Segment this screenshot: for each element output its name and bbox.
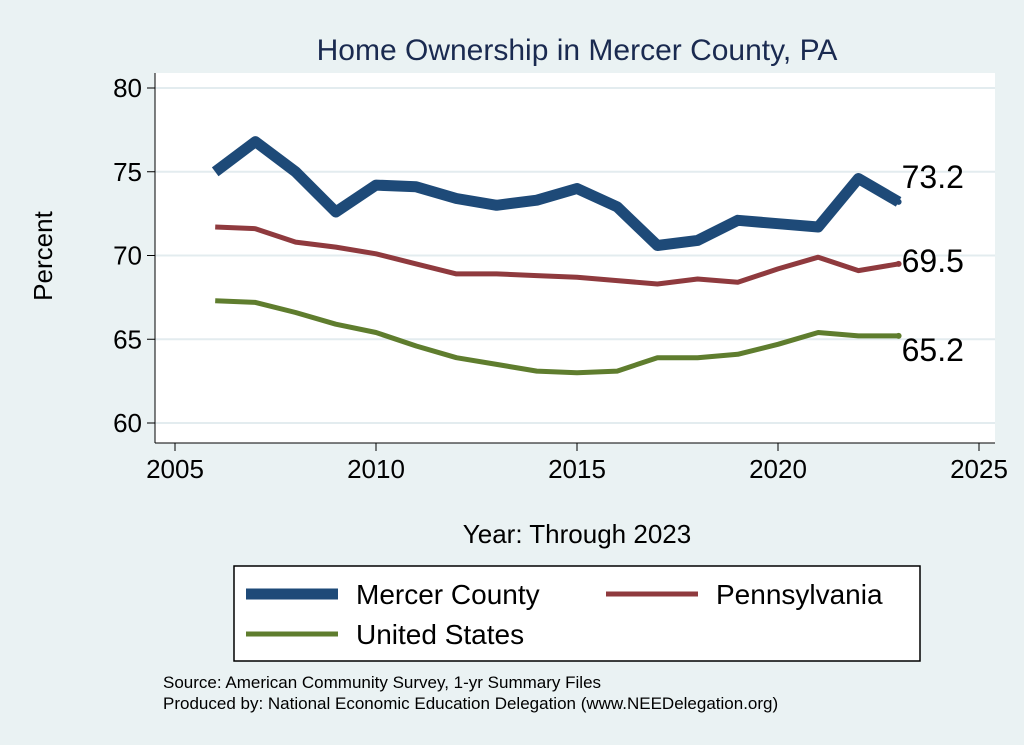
end-value-label: 65.2 bbox=[902, 332, 964, 368]
series-line-mercer-county bbox=[211, 136, 902, 251]
end-point bbox=[895, 332, 902, 339]
series-lines bbox=[211, 136, 902, 376]
end-value-label: 69.5 bbox=[902, 243, 964, 279]
y-tick-label: 70 bbox=[113, 241, 142, 271]
y-axis-title: Percent bbox=[28, 210, 58, 300]
y-tick-label: 75 bbox=[113, 157, 142, 187]
source-line: Source: American Community Survey, 1-yr … bbox=[163, 673, 601, 692]
plot-area bbox=[155, 73, 995, 443]
series-line-united-states bbox=[215, 298, 899, 376]
x-tick-label: 2025 bbox=[950, 454, 1008, 484]
legend-box bbox=[233, 565, 921, 662]
legend-label: United States bbox=[356, 619, 524, 650]
axes bbox=[147, 73, 995, 451]
end-value-label: 73.2 bbox=[902, 159, 964, 195]
x-tick-labels: 2005 2010 2015 2020 2025 bbox=[146, 454, 1008, 484]
end-point bbox=[895, 198, 902, 205]
x-axis-title: Year: Through 2023 bbox=[463, 519, 691, 549]
y-tick-label: 60 bbox=[113, 408, 142, 438]
x-tick-label: 2005 bbox=[146, 454, 204, 484]
legend-label: Pennsylvania bbox=[716, 579, 883, 610]
chart-title: Home Ownership in Mercer County, PA bbox=[317, 34, 838, 67]
producer-line: Produced by: National Economic Education… bbox=[163, 694, 778, 713]
y-tick-labels: 60 65 70 75 80 bbox=[113, 73, 142, 438]
legend: Mercer County Pennsylvania United States bbox=[246, 579, 883, 650]
y-tick-label: 80 bbox=[113, 73, 142, 103]
x-tick-label: 2010 bbox=[347, 454, 405, 484]
end-point bbox=[895, 260, 902, 267]
y-tick-label: 65 bbox=[113, 324, 142, 354]
series-line-pennsylvania bbox=[215, 224, 900, 287]
end-labels: 73.2 69.5 65.2 bbox=[902, 159, 964, 368]
x-tick-label: 2020 bbox=[749, 454, 807, 484]
x-tick-label: 2015 bbox=[548, 454, 606, 484]
legend-label: Mercer County bbox=[356, 579, 540, 610]
